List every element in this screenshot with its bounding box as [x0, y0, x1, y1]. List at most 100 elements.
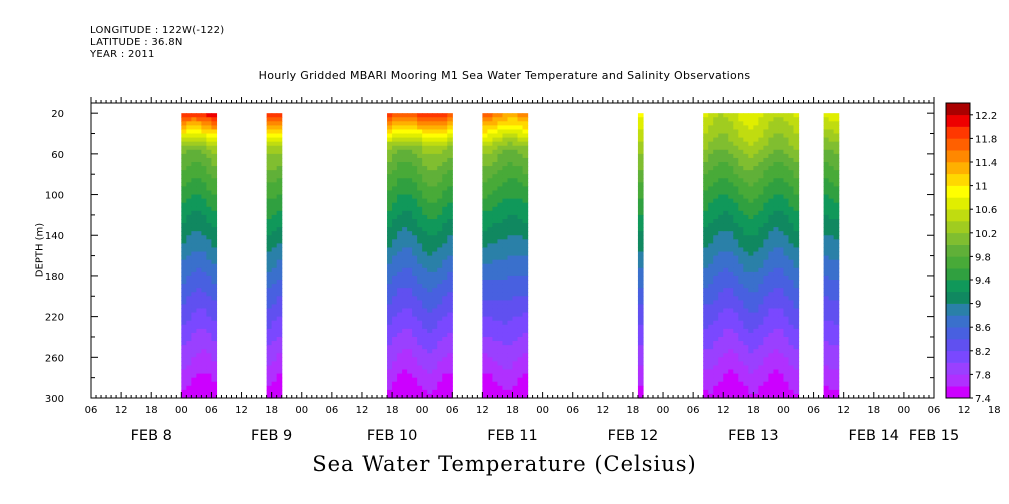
heatmap-cell: [517, 357, 524, 362]
heatmap-cell: [387, 137, 393, 143]
heatmap-cell: [728, 218, 734, 224]
heatmap-cell: [417, 162, 423, 167]
heatmap-cell: [392, 206, 398, 212]
heatmap-cell: [738, 141, 744, 147]
heatmap-cell: [828, 385, 835, 391]
heatmap-cell: [738, 178, 744, 183]
heatmap-cell: [492, 369, 499, 375]
heatmap-cell: [708, 336, 714, 342]
heatmap-cell: [196, 373, 202, 379]
heatmap-cell: [412, 141, 418, 147]
heatmap-cell: [773, 170, 780, 175]
heatmap-cell: [497, 178, 504, 183]
heatmap-cell: [392, 121, 398, 126]
heatmap-cell: [407, 182, 413, 188]
colorbar-label: 9.8: [975, 252, 991, 263]
heatmap-cell: [768, 125, 775, 131]
heatmap-cell: [191, 389, 197, 395]
heatmap-cell: [788, 312, 795, 318]
heatmap-cell: [728, 149, 734, 155]
heatmap-cell: [783, 259, 790, 265]
heatmap-cell: [397, 198, 403, 204]
heatmap-cell: [422, 304, 428, 310]
heatmap-cell: [402, 349, 408, 354]
heatmap-cell: [713, 231, 719, 236]
heatmap-cell: [211, 210, 218, 216]
heatmap-cell: [427, 170, 433, 175]
heatmap-cell: [637, 365, 644, 371]
heatmap-cell: [422, 255, 428, 261]
heatmap-cell: [512, 194, 519, 200]
heatmap-cell: [733, 218, 739, 224]
heatmap-cell: [412, 231, 418, 236]
heatmap-cell: [517, 202, 524, 208]
heatmap-cell: [201, 369, 208, 375]
heatmap-cell: [196, 170, 202, 175]
heatmap-cell: [507, 182, 514, 188]
heatmap-cell: [442, 304, 448, 310]
heatmap-cell: [442, 214, 448, 220]
heatmap-cell: [728, 381, 734, 387]
heatmap-cell: [497, 162, 504, 167]
heatmap-cell: [713, 357, 719, 362]
heatmap-cell: [392, 324, 398, 330]
heatmap-cell: [517, 198, 524, 204]
heatmap-cell: [392, 284, 398, 289]
heatmap-cell: [201, 389, 208, 395]
heatmap-cell: [392, 251, 398, 257]
heatmap-cell: [637, 186, 644, 192]
heatmap-cell: [266, 267, 273, 273]
heatmap-cell: [392, 365, 398, 371]
heatmap-cell: [507, 251, 514, 257]
heatmap-cell: [828, 117, 835, 122]
heatmap-cell: [828, 349, 835, 354]
heatmap-cell: [793, 328, 800, 334]
heatmap-cell: [708, 153, 714, 159]
heatmap-cell: [773, 353, 780, 358]
heatmap-cell: [748, 381, 754, 387]
heatmap-cell: [417, 373, 423, 379]
heatmap-cell: [271, 324, 278, 330]
heatmap-cell: [783, 153, 790, 159]
heatmap-cell: [637, 349, 644, 354]
heatmap-cell: [758, 121, 764, 126]
heatmap-cell: [703, 275, 709, 281]
heatmap-cell: [833, 385, 840, 391]
heatmap-cell: [447, 288, 453, 293]
heatmap-cell: [407, 304, 413, 310]
heatmap-cell: [201, 239, 208, 244]
heatmap-cell: [743, 223, 749, 228]
heatmap-cell: [507, 129, 514, 135]
heatmap-cell: [497, 157, 504, 163]
heatmap-cell: [738, 117, 744, 122]
heatmap-cell: [206, 113, 213, 118]
heatmap-cell: [427, 312, 433, 318]
heatmap-cell: [276, 194, 283, 200]
heatmap-cell: [713, 137, 719, 143]
heatmap-cell: [196, 125, 202, 131]
heatmap-cell: [402, 145, 408, 151]
heatmap-cell: [743, 284, 749, 289]
heatmap-cell: [768, 117, 775, 122]
heatmap-cell: [743, 145, 749, 151]
heatmap-cell: [492, 263, 499, 269]
heatmap-cell: [728, 385, 734, 391]
heatmap-cell: [743, 162, 749, 167]
heatmap-cell: [753, 129, 759, 135]
heatmap-cell: [517, 349, 524, 354]
heatmap-cell: [723, 227, 729, 232]
heatmap-cell: [773, 137, 780, 143]
heatmap-cell: [412, 174, 418, 179]
heatmap-cell: [768, 149, 775, 155]
heatmap-cell: [407, 271, 413, 277]
heatmap-cell: [748, 202, 754, 208]
heatmap-cell: [502, 308, 509, 314]
heatmap-cell: [823, 271, 830, 277]
heatmap-cell: [718, 153, 724, 159]
heatmap-cell: [713, 336, 719, 342]
heatmap-cell: [728, 174, 734, 179]
heatmap-cell: [417, 259, 423, 265]
heatmap-cell: [191, 174, 197, 179]
heatmap-cell: [402, 231, 408, 236]
heatmap-cell: [733, 117, 739, 122]
